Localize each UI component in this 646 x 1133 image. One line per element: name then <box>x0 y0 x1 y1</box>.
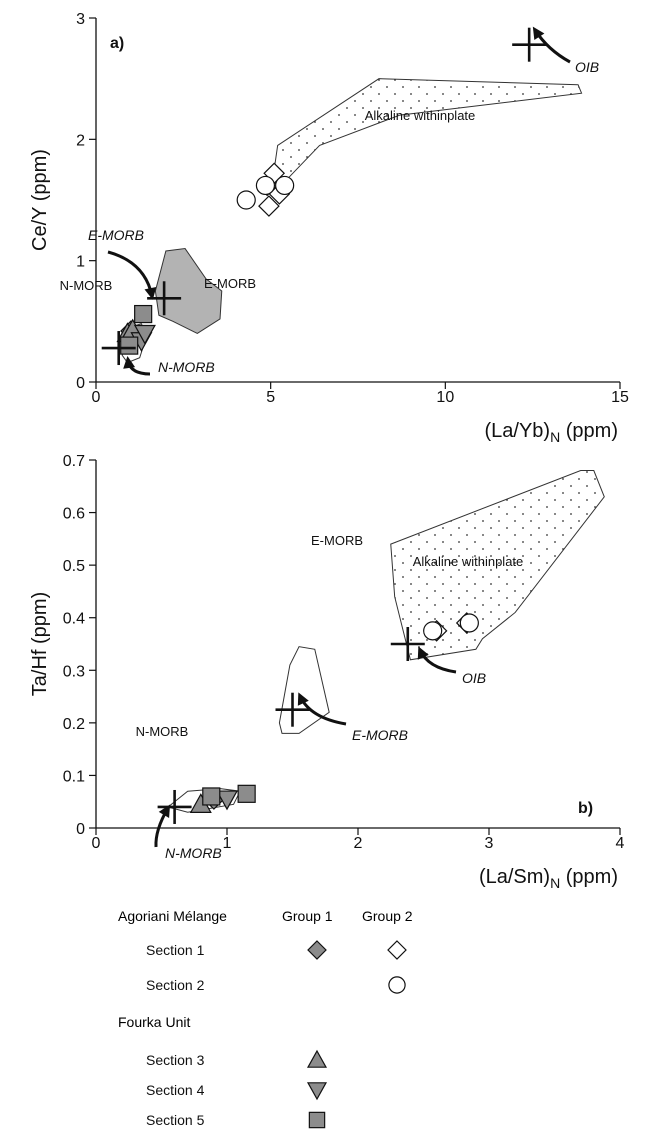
x-axis-label: (La/Yb)N (ppm) <box>484 420 618 445</box>
ref-label: OIB <box>575 59 599 75</box>
legend-row-label: Section 3 <box>146 1052 205 1068</box>
x-tick-label: 15 <box>611 389 629 406</box>
ref-arrow-head <box>532 26 545 40</box>
field-e-morb <box>154 247 223 335</box>
x-axis-label: (La/Sm)N (ppm) <box>479 866 618 891</box>
legend-marker-diamond <box>307 940 327 960</box>
data-point-triangle-down <box>133 324 156 345</box>
data-point-circle <box>255 175 276 196</box>
legend-col1-label: Group 1 <box>282 908 333 924</box>
data-point-triangle-down <box>215 790 239 811</box>
y-tick-label: 0.3 <box>63 663 85 680</box>
field-e-morb <box>278 646 330 734</box>
ref-arrow-head <box>144 286 157 300</box>
y-tick-label: 2 <box>76 132 85 149</box>
data-point-circle <box>423 621 443 641</box>
data-point-diamond <box>258 195 280 217</box>
data-point-square <box>134 304 153 324</box>
y-axis-label: Ce/Y (ppm) <box>29 149 51 251</box>
y-tick-label: 0.7 <box>63 453 85 470</box>
panel-label: a) <box>110 35 124 52</box>
legend-row-label: Section 5 <box>146 1112 205 1128</box>
data-point-circle <box>236 190 256 210</box>
x-axis-label-unit: (ppm) <box>560 420 618 442</box>
x-tick-label: 3 <box>485 835 494 852</box>
ref-arrow-head <box>297 692 309 706</box>
x-tick-label: 0 <box>92 389 101 406</box>
y-axis-label: Ta/Hf (ppm) <box>29 592 51 696</box>
legend-row-label: Section 2 <box>146 977 205 993</box>
x-tick-label: 5 <box>266 389 275 406</box>
panel-a: Alkaline withinplate E-MORB N-MORB 0 5 10 15 0 1… <box>29 11 629 445</box>
field-alkaline-withinplate <box>390 470 605 661</box>
x-axis-label-unit: (ppm) <box>560 866 618 888</box>
data-point-circle <box>459 613 479 633</box>
x-axis-label-main: (La/Sm) <box>479 866 550 888</box>
field-alkaline-withinplate <box>273 78 583 183</box>
legend-marker-triangle-up <box>306 1049 328 1068</box>
field-label: N-MORB <box>60 278 113 293</box>
legend-row-label: Section 1 <box>146 942 205 958</box>
x-axis-label-main: (La/Yb) <box>484 420 550 442</box>
field-label: Alkaline withinplate <box>365 108 476 123</box>
y-tick-label: 0.1 <box>63 768 85 785</box>
legend-col2-label: Group 2 <box>362 908 413 924</box>
x-tick-label: 10 <box>436 389 454 406</box>
legend-marker-triangle-down <box>306 1082 328 1101</box>
ref-label: E-MORB <box>88 227 144 243</box>
panel-label: b) <box>578 800 593 817</box>
ref-arrow-head <box>417 646 429 660</box>
y-tick-label: 0.5 <box>63 558 85 575</box>
ref-arrow-head <box>158 804 171 818</box>
ref-label: E-MORB <box>352 727 408 743</box>
legend-header-group: Agoriani Mélange <box>118 908 227 924</box>
x-tick-label: 1 <box>223 835 232 852</box>
y-tick-label: 0.2 <box>63 716 85 733</box>
ref-label: N-MORB <box>158 359 215 375</box>
field-label: N-MORB <box>136 724 189 739</box>
panel-b: Alkaline withinplate E-MORB N-MORB 0 1 2 3 4 0 0.… <box>29 453 625 891</box>
x-axis-label-sub: N <box>550 875 560 891</box>
x-tick-label: 0 <box>92 835 101 852</box>
ref-arrow-head <box>123 356 136 369</box>
legend-row-label: Section 4 <box>146 1082 205 1098</box>
legend-marker-square <box>308 1111 326 1129</box>
y-tick-label: 0.4 <box>63 611 85 628</box>
x-tick-label: 4 <box>616 835 625 852</box>
data-point-square <box>237 784 256 803</box>
x-tick-label: 2 <box>354 835 363 852</box>
y-tick-label: 0.6 <box>63 506 85 523</box>
y-tick-label: 0 <box>76 375 85 392</box>
ref-label: N-MORB <box>165 845 222 861</box>
y-tick-label: 3 <box>76 11 85 28</box>
legend-subheader: Fourka Unit <box>118 1014 190 1030</box>
legend-marker-diamond <box>387 940 407 960</box>
field-label: Alkaline withinplate <box>413 554 524 569</box>
legend: Agoriani Mélange Group 1 Group 2 Fourka … <box>118 908 413 1129</box>
legend-marker-circle <box>388 976 406 994</box>
field-label: E-MORB <box>204 276 256 291</box>
y-tick-label: 0 <box>76 821 85 838</box>
y-tick-label: 1 <box>76 254 85 271</box>
ref-label: OIB <box>462 670 486 686</box>
data-point-square <box>120 336 139 355</box>
field-label: E-MORB <box>311 533 363 548</box>
data-point-circle <box>275 175 295 196</box>
legend-rows: Section 1 Section 2 Section 3 Section 4 Sect… <box>146 940 407 1129</box>
data-point-square <box>202 787 221 806</box>
x-axis-label-sub: N <box>550 429 560 445</box>
